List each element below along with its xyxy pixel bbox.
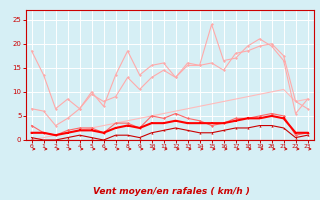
Text: Vent moyen/en rafales ( km/h ): Vent moyen/en rafales ( km/h ): [93, 187, 250, 196]
